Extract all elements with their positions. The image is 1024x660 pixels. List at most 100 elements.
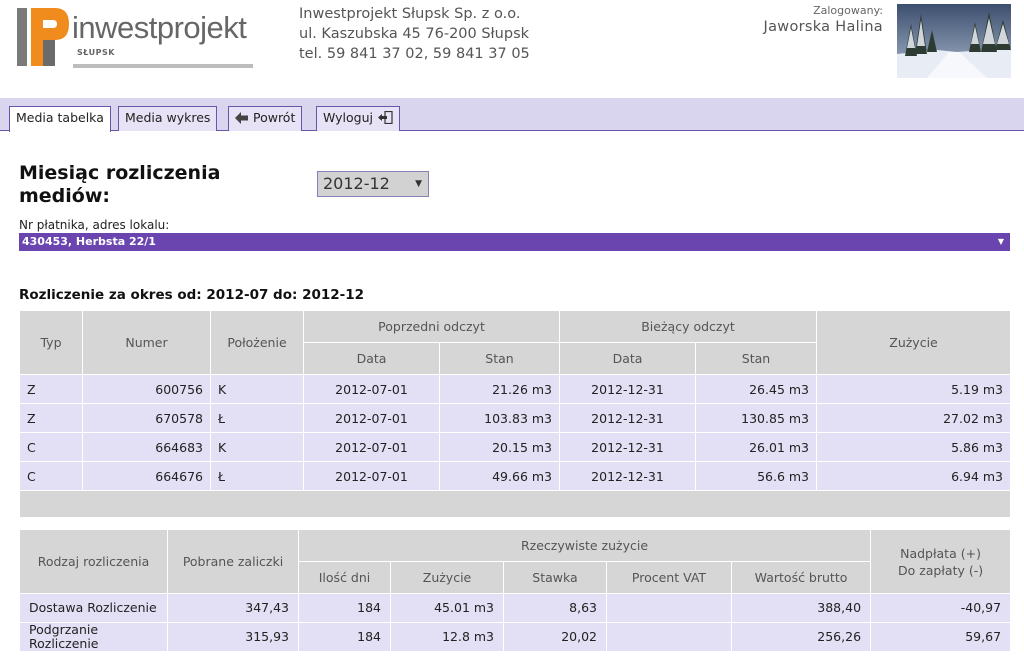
cell-curr-stan: 130.85 m3 [695,403,817,433]
cell-zuzycie: 6.94 m3 [816,461,1011,491]
logo-wordmark: inwestprojekt [72,10,247,45]
logo-subtitle: SŁUPSK [77,48,115,57]
tab-media-tabelka[interactable]: Media tabelka [9,106,111,132]
cell-polozenie: K [210,432,304,462]
col-rodzaj: Rodzaj rozliczenia [19,529,168,594]
cell-numer: 664683 [82,432,211,462]
tab-label: Powrót [252,110,296,125]
cell-prev-date: 2012-07-01 [303,403,440,433]
company-name: Inwestprojekt Słupsk Sp. z o.o. [299,6,521,22]
cell-typ: C [19,461,83,491]
col-do-zaplaty: Do zapłaty (-) [897,562,984,578]
cell-zuzycie: 5.86 m3 [816,432,1011,462]
col-prev-data: Data [303,342,440,375]
company-logo: inwestprojekt SŁUPSK [17,6,257,72]
cell-numer: 664676 [82,461,211,491]
cell-typ: Z [19,374,83,404]
cell-rodzaj: Dostawa Rozliczenie [19,593,168,623]
cell-zuzycie: 45.01 m3 [390,593,504,623]
cell-curr-date: 2012-12-31 [559,432,696,462]
logout-icon [377,110,393,125]
col-curr-data: Data [559,342,696,375]
logged-in-label: Zalogowany: [813,4,883,17]
cell-procent-vat [606,622,732,652]
col-prev-stan: Stan [439,342,560,375]
col-polozenie: Położenie [210,310,304,375]
col-prev-reading: Poprzedni odczyt [303,310,560,343]
cell-polozenie: Ł [210,403,304,433]
cell-zuzycie: 27.02 m3 [816,403,1011,433]
col-zuzycie: Zużycie [390,561,504,594]
period-heading: Rozliczenie za okres od: 2012-07 do: 201… [19,287,365,303]
col-typ: Typ [19,310,83,375]
cell-prev-date: 2012-07-01 [303,461,440,491]
cell-ilosc-dni: 184 [298,593,391,623]
cell-numer: 670578 [82,403,211,433]
cell-ilosc-dni: 184 [298,622,391,652]
winter-forest-photo [897,4,1011,78]
cell-prev-stan: 21.26 m3 [439,374,560,404]
month-select-value: 2012-12 [323,174,390,193]
table-row: Z 670578 Ł 2012-07-01 103.83 m3 2012-12-… [19,403,1011,433]
cell-polozenie: K [210,374,304,404]
cell-polozenie: Ł [210,461,304,491]
cell-stawka: 8,63 [503,593,607,623]
company-address: ul. Kaszubska 45 76-200 Słupsk [299,26,530,42]
cell-prev-stan: 20.15 m3 [439,432,560,462]
payer-select[interactable]: 430453, Herbsta 22/1 ▼ [19,233,1010,251]
cell-zuzycie: 5.19 m3 [816,374,1011,404]
col-pobrane: Pobrane zaliczki [167,529,299,594]
cell-typ: C [19,432,83,462]
col-curr-stan: Stan [695,342,817,375]
cell-typ: Z [19,403,83,433]
month-title: Miesiąc rozliczenia mediów: [19,162,221,207]
readings-table: Typ Numer Położenie Poprzedni odczyt Bie… [19,310,1011,518]
cell-stawka: 20,02 [503,622,607,652]
payer-select-value: 430453, Herbsta 22/1 [22,235,156,248]
table-row: Z 600756 K 2012-07-01 21.26 m3 2012-12-3… [19,374,1011,404]
cell-prev-stan: 49.66 m3 [439,461,560,491]
table-row: Podgrzanie Rozliczenie 315,93 184 12.8 m… [19,622,1012,652]
cell-saldo: -40,97 [870,593,1012,623]
company-phone: tel. 59 841 37 02, 59 841 37 05 [299,46,530,62]
col-ilosc-dni: Ilość dni [298,561,391,594]
settlement-table: Rodzaj rozliczenia Pobrane zaliczki Rzec… [19,529,1012,652]
company-info: Inwestprojekt Słupsk Sp. z o.o. ul. Kasz… [299,4,530,64]
cell-curr-stan: 26.45 m3 [695,374,817,404]
cell-procent-vat [606,593,732,623]
cell-curr-date: 2012-12-31 [559,374,696,404]
cell-curr-stan: 26.01 m3 [695,432,817,462]
payer-label: Nr płatnika, adres lokalu: [19,218,170,232]
cell-prev-date: 2012-07-01 [303,432,440,462]
cell-zuzycie: 12.8 m3 [390,622,504,652]
logged-in-user: Jaworska Halina [763,19,883,35]
col-stawka: Stawka [503,561,607,594]
col-zuzycie: Zużycie [816,310,1011,375]
dropdown-arrow-icon: ▼ [997,237,1004,246]
table-footer-cell [19,490,1011,518]
tab-label: Media wykres [125,110,211,125]
tab-wyloguj[interactable]: Wyloguj [316,106,400,131]
col-curr-reading: Bieżący odczyt [559,310,817,343]
tab-label: Media tabelka [16,110,104,125]
cell-saldo: 59,67 [870,622,1012,652]
col-numer: Numer [82,310,211,375]
month-select[interactable]: 2012-12 ▼ [317,171,429,197]
col-wartosc-brutto: Wartość brutto [730,561,872,594]
cell-wartosc-brutto: 256,26 [730,622,872,652]
cell-prev-stan: 103.83 m3 [439,403,560,433]
back-arrow-icon [235,110,249,125]
dropdown-arrow-icon: ▼ [415,179,422,189]
table-row: C 664676 Ł 2012-07-01 49.66 m3 2012-12-3… [19,461,1011,491]
table-row: C 664683 K 2012-07-01 20.15 m3 2012-12-3… [19,432,1011,462]
col-nadplata: Nadpłata (+) [900,545,981,561]
tab-media-wykres[interactable]: Media wykres [118,106,218,131]
col-procent-vat: Procent VAT [606,561,732,594]
cell-wartosc-brutto: 388,40 [730,593,872,623]
tab-powrot[interactable]: Powrót [228,106,303,131]
cell-pobrane: 315,93 [167,622,299,652]
table-footer [19,490,1011,518]
cell-prev-date: 2012-07-01 [303,374,440,404]
cell-curr-date: 2012-12-31 [559,461,696,491]
cell-curr-date: 2012-12-31 [559,403,696,433]
